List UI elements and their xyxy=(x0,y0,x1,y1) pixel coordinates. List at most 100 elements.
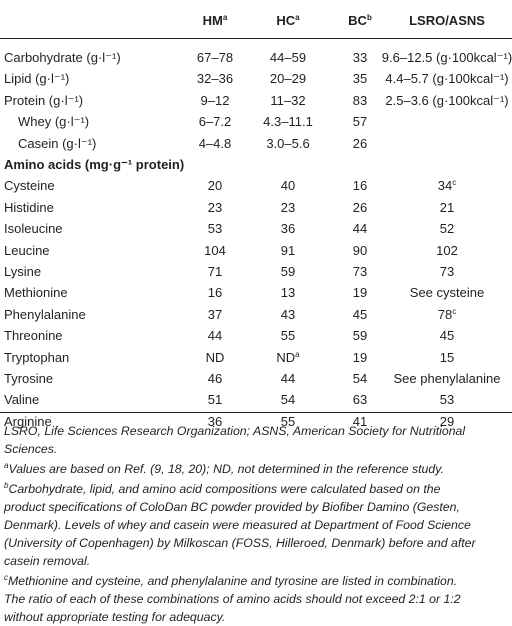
row-label: Cysteine xyxy=(4,178,55,194)
cell: 55 xyxy=(280,413,296,429)
row-label: Methionine xyxy=(4,285,68,301)
footnote-marker: c xyxy=(4,573,8,582)
row-label: Threonine xyxy=(4,328,63,344)
column-header: BCb xyxy=(348,13,372,29)
cell: 40 xyxy=(280,178,296,194)
footnote-line: Denmark). Levels of whey and casein were… xyxy=(4,517,471,533)
row-label: Arginine xyxy=(4,413,52,429)
footnote-line: without appropriate testing for adequacy… xyxy=(4,609,225,625)
footnote-text: Denmark). Levels of whey and casein were… xyxy=(4,518,471,532)
cell: 26 xyxy=(352,135,368,151)
footnote-line: product specifications of ColoDan BC pow… xyxy=(4,499,460,515)
footnote-text: casein removal. xyxy=(4,554,91,568)
footnote-line: LSRO, Life Sciences Research Organizatio… xyxy=(4,423,465,439)
header-rule xyxy=(0,38,512,39)
cell: 36 xyxy=(280,221,296,237)
cell-text: HM xyxy=(202,13,223,28)
row-label: Casein (g·l⁻¹) xyxy=(18,135,97,151)
section-heading: Amino acids (mg·g⁻¹ protein) xyxy=(4,157,185,172)
cell: 19 xyxy=(352,285,368,301)
cell: 16 xyxy=(207,285,223,301)
footnote-text: Methionine and cysteine, and phenylalani… xyxy=(8,574,458,588)
cell-text: BC xyxy=(348,13,367,28)
cell: 4–4.8 xyxy=(198,135,232,151)
cell: 11–32 xyxy=(270,92,306,108)
cell: 44–59 xyxy=(269,50,307,65)
cell: 73 xyxy=(439,264,455,279)
footnote-text: Values are based on Ref. (9, 18, 20); ND… xyxy=(8,462,444,476)
cell: See phenylalanine xyxy=(393,371,501,386)
cell: See cysteine xyxy=(409,285,485,301)
cell: 2.5–3.6 (g·100kcal⁻¹) xyxy=(385,92,509,108)
footnote-line: aValues are based on Ref. (9, 18, 20); N… xyxy=(4,461,444,477)
cell: 36 xyxy=(207,413,223,429)
cell: 55 xyxy=(280,328,296,344)
footnote-line: Sciences. xyxy=(4,441,57,457)
footnote-text: Carbohydrate, lipid, and amino acid comp… xyxy=(8,482,441,496)
cell: 23 xyxy=(207,199,223,215)
cell: 20–29 xyxy=(269,71,307,87)
cell: 90 xyxy=(352,242,368,258)
cell: 4.4–5.7 (g·100kcal⁻¹) xyxy=(385,71,509,87)
cell: 33 xyxy=(352,50,368,65)
cell-text: 34 xyxy=(437,178,453,194)
cell: 23 xyxy=(280,199,296,215)
footnote-text: (University of Copenhagen) by Milkoscan … xyxy=(4,536,476,550)
cell: 54 xyxy=(280,392,296,408)
footnote-line: casein removal. xyxy=(4,553,90,569)
cell: 59 xyxy=(280,264,296,279)
row-label: Protein (g·l⁻¹) xyxy=(4,92,84,108)
cell: NDa xyxy=(276,350,299,366)
row-label: Isoleucine xyxy=(4,221,63,237)
cell: 51 xyxy=(207,392,223,408)
cell: 44 xyxy=(280,371,296,386)
cell-text: LSRO/ASNS xyxy=(409,13,485,28)
row-label: Lysine xyxy=(4,264,42,279)
table-bottom-rule xyxy=(0,412,512,413)
row-label: Whey (g·l⁻¹) xyxy=(18,114,90,130)
footnote-text: The ratio of each of these combinations … xyxy=(4,592,461,606)
cell: 3.0–5.6 xyxy=(266,135,310,151)
cell: 43 xyxy=(280,306,296,322)
row-label: Histidine xyxy=(4,199,54,215)
cell: 21 xyxy=(439,199,455,215)
footnote-marker: a xyxy=(222,13,228,22)
row-label: Lipid (g·l⁻¹) xyxy=(4,71,70,87)
cell: 6–7.2 xyxy=(198,114,232,130)
cell: 104 xyxy=(204,242,226,258)
cell: 52 xyxy=(439,221,455,237)
footnote-marker: a xyxy=(4,461,9,470)
cell: 59 xyxy=(352,328,368,344)
cell: 46 xyxy=(207,371,223,386)
cell: 9–12 xyxy=(200,92,230,108)
cell: 83 xyxy=(352,92,368,108)
cell: 13 xyxy=(280,285,296,301)
cell: 45 xyxy=(352,306,368,322)
row-label: Carbohydrate (g·l⁻¹) xyxy=(4,50,121,65)
cell: 20 xyxy=(207,178,223,194)
row-label: Tyrosine xyxy=(4,371,54,386)
cell: 26 xyxy=(352,199,368,215)
cell-text: HC xyxy=(276,13,296,28)
cell: 34c xyxy=(438,178,456,194)
cell: 73 xyxy=(352,264,368,279)
cell: 44 xyxy=(352,221,368,237)
footnote-marker: b xyxy=(4,481,9,490)
footnote-marker: a xyxy=(295,349,300,359)
cell: 53 xyxy=(439,392,455,408)
footnote-marker: c xyxy=(452,178,457,188)
cell: 45 xyxy=(439,328,455,344)
cell: 15 xyxy=(439,349,455,365)
row-label: Leucine xyxy=(4,242,50,258)
cell-text: 78 xyxy=(437,306,453,322)
footnote-text: without appropriate testing for adequacy… xyxy=(4,610,226,624)
cell: 44 xyxy=(207,328,223,344)
cell: 91 xyxy=(280,242,296,258)
row-label: Phenylalanine xyxy=(4,306,86,322)
cell: 32–36 xyxy=(196,71,234,87)
cell: 78c xyxy=(438,307,456,323)
cell: 37 xyxy=(207,306,223,322)
cell: 54 xyxy=(352,371,368,386)
cell-text: ND xyxy=(276,349,296,365)
